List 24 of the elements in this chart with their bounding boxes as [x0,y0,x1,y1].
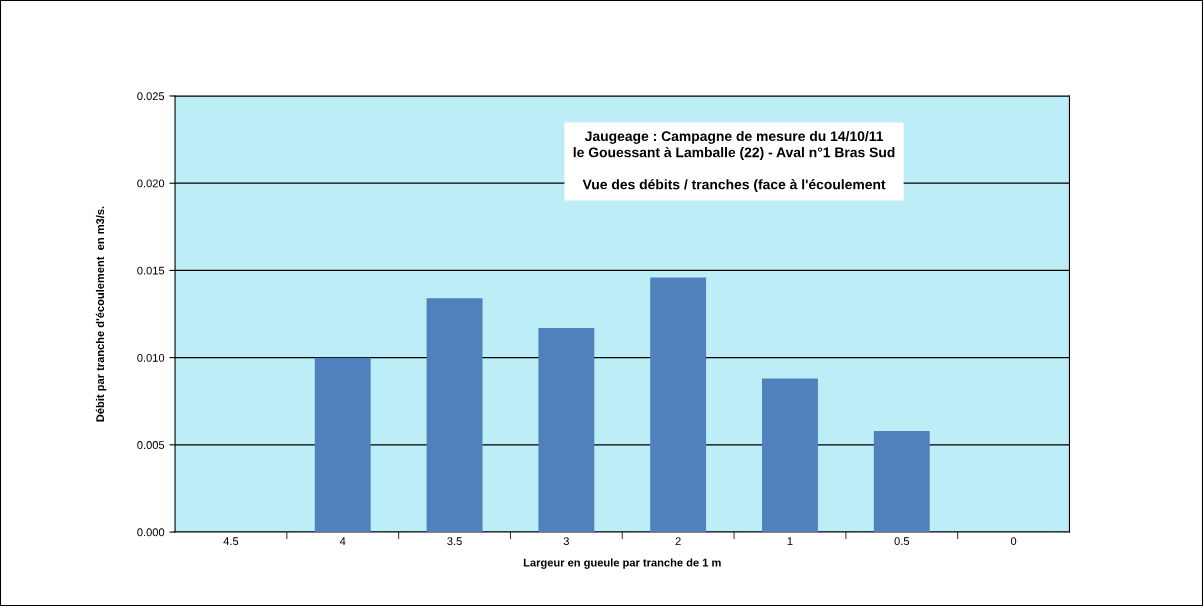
x-tick-label: 2 [675,537,681,545]
text: Vue des débits / tranches (face à l'écoulement [582,179,886,193]
bar [314,357,371,533]
x-tick-label: 4.5 [223,537,239,546]
y-tick-label: 0.025 [137,92,165,101]
x-tick-label: 0.5 [894,537,910,546]
y-tick-label: 0.020 [137,179,165,188]
x-tick-label: 3.5 [447,537,462,546]
y-tick-label: 0.015 [137,266,165,275]
y-tick-label: 0.000 [137,528,165,537]
bar [762,378,818,533]
y-tick-label: 0.010 [137,353,165,362]
bar [873,430,930,533]
y-axis-title: Débit par tranche d'écoulement en m3/s. [95,206,107,422]
x-axis-title: Largeur en gueule par tranche de 1 m [523,558,721,569]
bar [538,327,595,533]
x-tick-label: 3 [563,537,569,546]
bar [650,277,707,533]
bar [426,298,483,533]
text: Jaugeage : Campagne de mesure du 14/10/11 le Gouessant à Lamballe (22) - Aval n°1 Bras Sud [573,130,895,161]
y-tick-label: 0.005 [137,441,165,449]
x-tick-label: 4 [339,537,346,545]
x-tick-label: 1 [787,537,793,545]
x-tick-label: 0 [1010,537,1017,546]
